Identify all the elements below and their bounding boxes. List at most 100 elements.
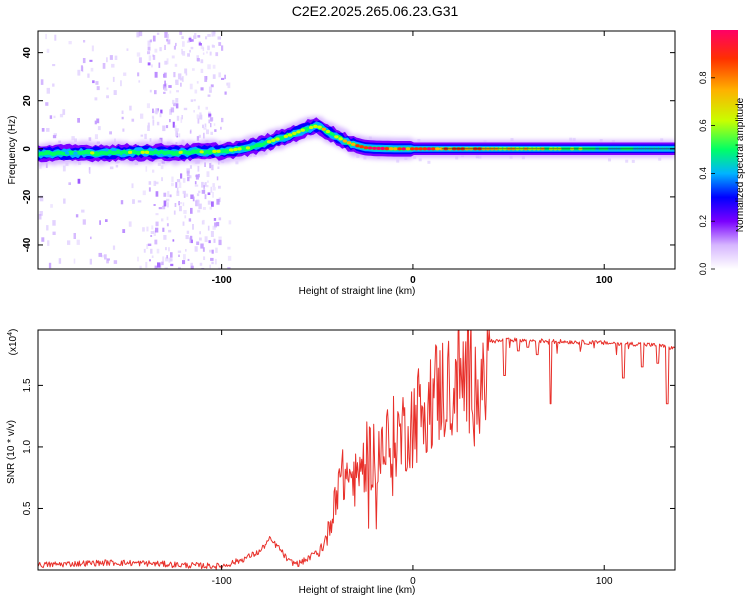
spectrogram-ridge-core [161,150,167,154]
spectrogram-ridge-core [98,151,103,155]
spectrogram-halo-blob [660,138,664,142]
spectrogram-noise-blob [168,85,172,88]
spectrogram-noise-blob [159,112,162,118]
spectrogram-noise-blob [213,123,216,126]
spectrogram-noise-blob [67,240,71,245]
spectrogram-ridge-core [414,147,419,151]
colorbar: 0.0 0.2 0.4 0.6 0.8 Normalized spectral ampl… [698,30,746,275]
spectrogram-ridge-core [52,151,57,155]
spectrogram-noise-blob [227,255,232,261]
spectrogram-noise-blob [168,247,170,252]
spectrogram-noise-blob [204,123,207,128]
spectrogram-noise-blob [98,252,102,257]
spectrogram-noise-blob [174,125,177,131]
spectrogram-noise-blob [163,91,166,94]
spectrogram-ridge-core [165,150,171,154]
spectrogram-ridge-core [157,150,162,154]
spectrogram-noise-blob [200,87,204,91]
spectrogram-ridge-core [174,150,179,154]
spectrogram-noise-blob [215,247,218,253]
spectrogram-noise-blob [168,257,171,263]
spectrogram-noise-blob [207,45,210,51]
spectrogram-ridge-core [132,150,137,154]
spectrogram-ridge-core [355,144,360,148]
spectrogram-noise-blob [203,185,205,190]
spectrogram-ridge-core [313,124,318,128]
spectrogram-ridge-core [292,131,297,135]
spectrogram-noise-blob [183,107,188,111]
spectrogram-ridge-core [39,152,44,156]
spectrogram-noise-blob [145,166,148,172]
spectrogram-noise-blob [189,49,191,53]
spectrogram-ridge-core [111,151,116,155]
spectrogram-noise-blob [156,121,160,126]
spectrogram-noise-blob [154,265,158,269]
spectrogram-noise-blob [179,31,183,35]
spectrogram-ridge-core [418,147,423,151]
spectrogram-noise-blob [227,82,231,89]
spectrogram-noise-blob [202,52,205,55]
spectrogram-ridge-core [376,146,381,150]
spectrogram-y-tick-label: 20 [22,95,33,107]
spectrogram-noise-blob [226,82,228,86]
spectrogram-noise-blob [53,115,56,119]
spectrogram-noise-blob [181,48,183,55]
spectrogram-noise-blob [181,76,184,82]
spectrogram-ridge-core [363,146,369,150]
spectrogram-noise-blob [76,239,80,245]
spectrogram-noise-blob [171,182,174,187]
spectrogram-noise-blob [210,231,214,237]
spectrogram-noise-blob [96,86,100,91]
spectrogram-noise-blob [197,165,200,172]
colorbar-tick-label: 0.8 [698,72,708,85]
spectrogram-ridge-core [199,150,204,154]
spectrogram-noise-blob [182,221,185,226]
spectrogram-noise-blob [166,255,168,259]
spectrogram-noise-blob [204,236,208,242]
spectrogram-noise-blob [218,197,221,203]
spectrogram-noise-blob [210,123,212,128]
spectrogram-noise-blob [162,227,165,232]
spectrogram-noise-blob [200,45,204,50]
spectrogram-noise-blob [207,94,211,97]
spectrogram-noise-blob [212,74,216,79]
spectrogram-noise-blob [209,264,211,269]
spectrogram-halo-blob [625,159,629,163]
spectrogram-noise-blob [180,82,182,87]
snr-y-tick-label: 1.5 [22,378,33,392]
spectrogram-noise-blob [39,164,42,169]
spectrogram-ridge-core [351,142,356,146]
spectrogram-noise-blob [227,246,231,250]
spectrogram-noise-blob [153,180,157,186]
spectrogram-noise-blob [166,223,169,227]
spectrogram-noise-blob [45,102,49,106]
spectrogram-ridge-core [170,150,175,154]
spectrogram-noise-blob [40,79,44,85]
spectrogram-noise-blob [218,42,222,46]
spectrogram-ridge-core [346,141,352,145]
spectrogram-noise-blob [46,87,50,94]
spectrogram-noise-blob [212,183,215,187]
spectrogram-y-tick-label: 40 [22,47,33,59]
spectrogram-noise-blob [126,48,129,51]
snr-frame [37,329,676,571]
spectrogram-noise-blob [189,130,192,134]
spectrogram-noise-blob [188,37,192,42]
spectrogram-noise-blob [218,239,222,246]
spectrogram-noise-blob [63,198,66,204]
spectrogram-noise-blob [97,126,101,131]
spectrogram-ridge-core [359,145,364,149]
spectrogram-noise-blob [205,182,207,186]
spectrogram-noise-blob [213,31,215,36]
spectrogram-panel: -100 0 100 -40 -20 0 20 40 Height of straight … [7,30,676,297]
spectrogram-noise-blob [178,73,182,80]
spectrogram-noise-blob [206,185,209,188]
spectrogram-noise-blob [202,247,205,252]
spectrogram-y-axis-label: Frequency (Hz) [7,116,18,185]
spectrogram-noise-blob [209,249,213,253]
spectrogram-noise-blob [205,36,208,40]
spectrogram-ridge-core [367,146,373,150]
spectrogram-ridge-core [275,137,280,141]
spectrogram-ridge-core [304,127,310,131]
spectrogram-ridge-core [330,132,335,136]
